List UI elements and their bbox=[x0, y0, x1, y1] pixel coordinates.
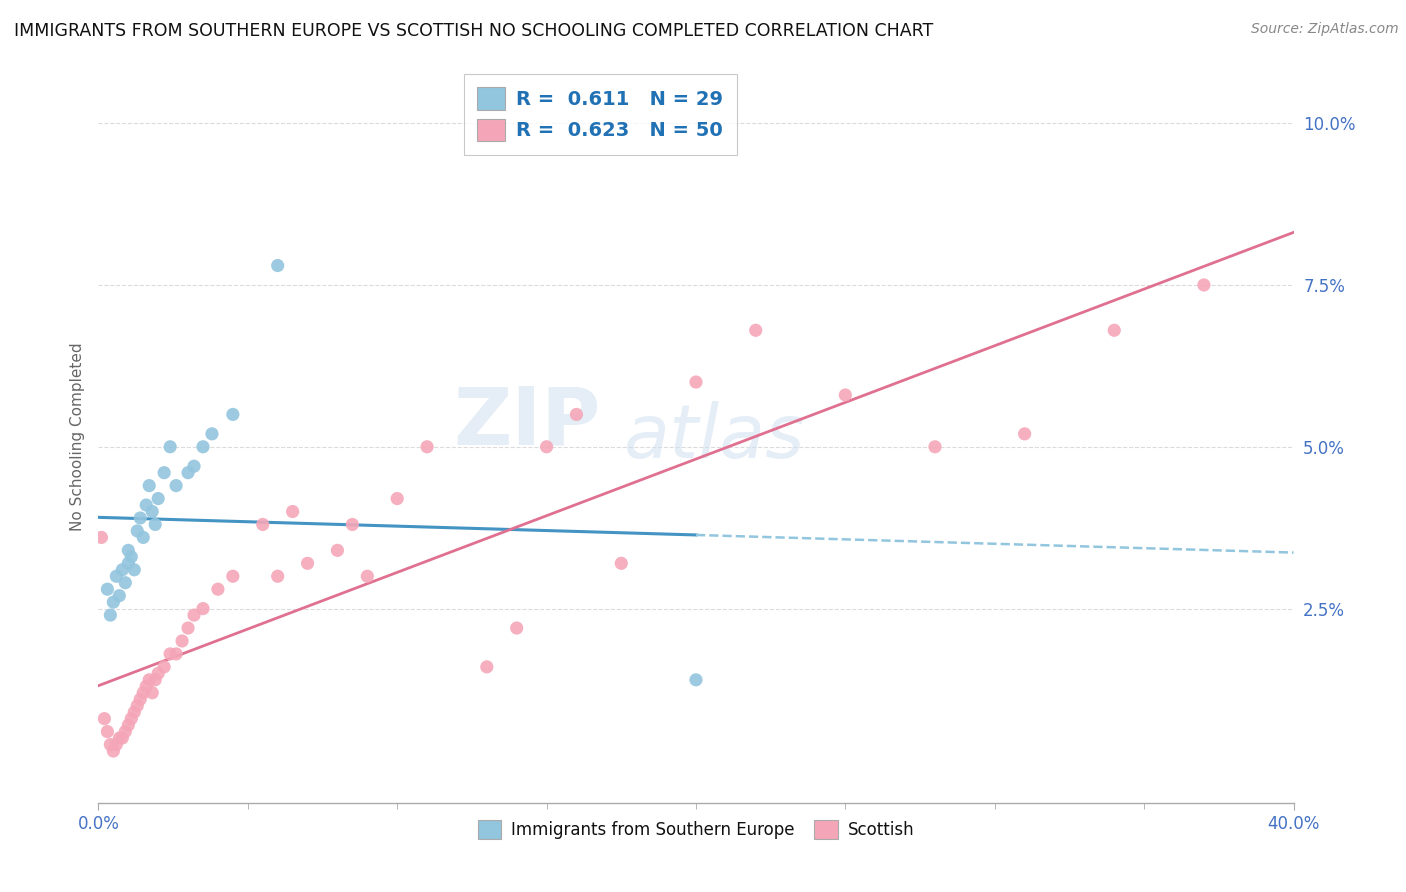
Point bbox=[141, 686, 163, 700]
Point bbox=[165, 478, 187, 492]
Point bbox=[201, 426, 224, 441]
Point bbox=[105, 569, 128, 583]
Point bbox=[267, 569, 290, 583]
Point bbox=[177, 466, 200, 480]
Point bbox=[222, 408, 245, 422]
Point bbox=[148, 666, 170, 681]
Text: IMMIGRANTS FROM SOUTHERN EUROPE VS SCOTTISH NO SCHOOLING COMPLETED CORRELATION C: IMMIGRANTS FROM SOUTHERN EUROPE VS SCOTT… bbox=[14, 22, 934, 40]
Point bbox=[138, 478, 160, 492]
Point bbox=[103, 744, 125, 758]
Point bbox=[207, 582, 229, 597]
Point bbox=[536, 440, 558, 454]
Point bbox=[610, 557, 633, 571]
Point bbox=[165, 647, 187, 661]
Point bbox=[141, 504, 163, 518]
Point bbox=[103, 595, 125, 609]
Point bbox=[416, 440, 439, 454]
Point bbox=[924, 440, 946, 454]
Point bbox=[132, 530, 155, 544]
Point bbox=[138, 673, 160, 687]
Point bbox=[177, 621, 200, 635]
Point bbox=[1104, 323, 1126, 337]
Point bbox=[127, 524, 149, 538]
Point bbox=[120, 549, 142, 564]
Point bbox=[342, 517, 364, 532]
Point bbox=[127, 698, 149, 713]
Point bbox=[132, 686, 155, 700]
Point bbox=[143, 517, 166, 532]
Point bbox=[98, 608, 122, 623]
Point bbox=[117, 543, 139, 558]
Point bbox=[159, 440, 181, 454]
Point bbox=[191, 440, 214, 454]
Point bbox=[96, 724, 118, 739]
Point bbox=[183, 608, 205, 623]
Point bbox=[506, 621, 529, 635]
Point bbox=[96, 582, 118, 597]
Point bbox=[475, 660, 498, 674]
Text: ZIP: ZIP bbox=[453, 384, 600, 461]
Point bbox=[108, 589, 131, 603]
Point bbox=[252, 517, 274, 532]
Point bbox=[685, 673, 707, 687]
Point bbox=[183, 459, 205, 474]
Point bbox=[143, 673, 166, 687]
Point bbox=[124, 563, 146, 577]
Point bbox=[153, 466, 176, 480]
Point bbox=[153, 660, 176, 674]
Point bbox=[117, 718, 139, 732]
Legend: Immigrants from Southern Europe, Scottish: Immigrants from Southern Europe, Scottis… bbox=[471, 814, 921, 846]
Point bbox=[114, 724, 136, 739]
Point bbox=[90, 530, 112, 544]
Point bbox=[129, 692, 152, 706]
Point bbox=[135, 498, 157, 512]
Point bbox=[124, 705, 146, 719]
Point bbox=[117, 557, 139, 571]
Point bbox=[191, 601, 214, 615]
Point bbox=[93, 712, 115, 726]
Point bbox=[745, 323, 768, 337]
Point bbox=[685, 375, 707, 389]
Point bbox=[1014, 426, 1036, 441]
Text: atlas: atlas bbox=[624, 401, 806, 473]
Point bbox=[159, 647, 181, 661]
Point bbox=[326, 543, 349, 558]
Point bbox=[834, 388, 856, 402]
Point bbox=[129, 511, 152, 525]
Point bbox=[222, 569, 245, 583]
Point bbox=[172, 634, 194, 648]
Point bbox=[385, 491, 409, 506]
Point bbox=[297, 557, 319, 571]
Point bbox=[1192, 277, 1215, 292]
Point bbox=[565, 408, 588, 422]
Point bbox=[114, 575, 136, 590]
Point bbox=[148, 491, 170, 506]
Point bbox=[281, 504, 304, 518]
Point bbox=[120, 712, 142, 726]
Point bbox=[111, 563, 134, 577]
Text: Source: ZipAtlas.com: Source: ZipAtlas.com bbox=[1251, 22, 1399, 37]
Point bbox=[356, 569, 378, 583]
Y-axis label: No Schooling Completed: No Schooling Completed bbox=[69, 343, 84, 532]
Point bbox=[111, 731, 134, 745]
Point bbox=[98, 738, 122, 752]
Point bbox=[267, 259, 290, 273]
Point bbox=[105, 738, 128, 752]
Point bbox=[108, 731, 131, 745]
Point bbox=[135, 679, 157, 693]
